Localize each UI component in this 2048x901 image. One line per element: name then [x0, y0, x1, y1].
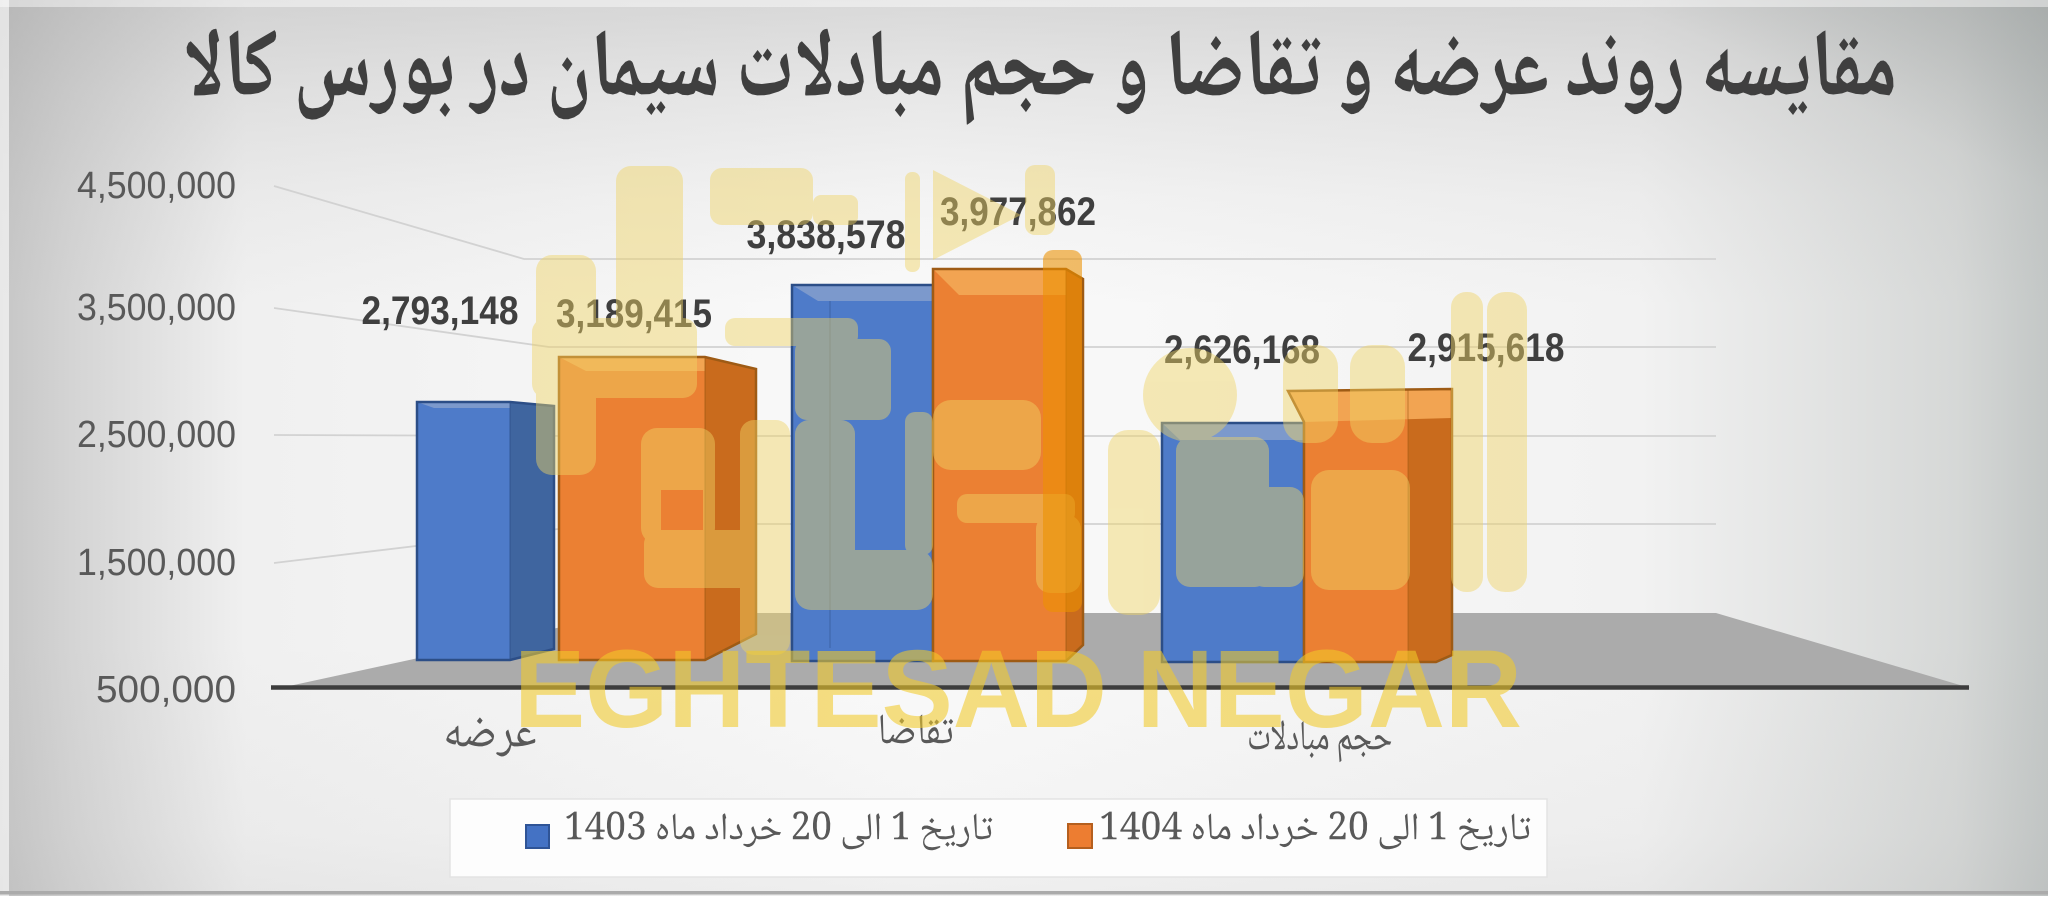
svg-text:3,977,862: 3,977,862 [940, 190, 1096, 234]
svg-text:500,000: 500,000 [96, 669, 236, 711]
svg-text:3,500,000: 3,500,000 [77, 287, 236, 329]
svg-text:3,189,415: 3,189,415 [556, 292, 712, 336]
svg-text:2,793,148: 2,793,148 [362, 289, 519, 333]
svg-text:1,500,000: 1,500,000 [77, 542, 236, 584]
svg-text:4,500,000: 4,500,000 [77, 165, 236, 207]
svg-text:2,500,000: 2,500,000 [77, 414, 236, 456]
svg-text:2,915,618: 2,915,618 [1408, 326, 1565, 370]
svg-text:3,838,578: 3,838,578 [747, 213, 906, 257]
svg-text:2,626,168: 2,626,168 [1164, 328, 1320, 372]
svg-text:EGHTESAD NEGAR: EGHTESAD NEGAR [514, 628, 1522, 751]
